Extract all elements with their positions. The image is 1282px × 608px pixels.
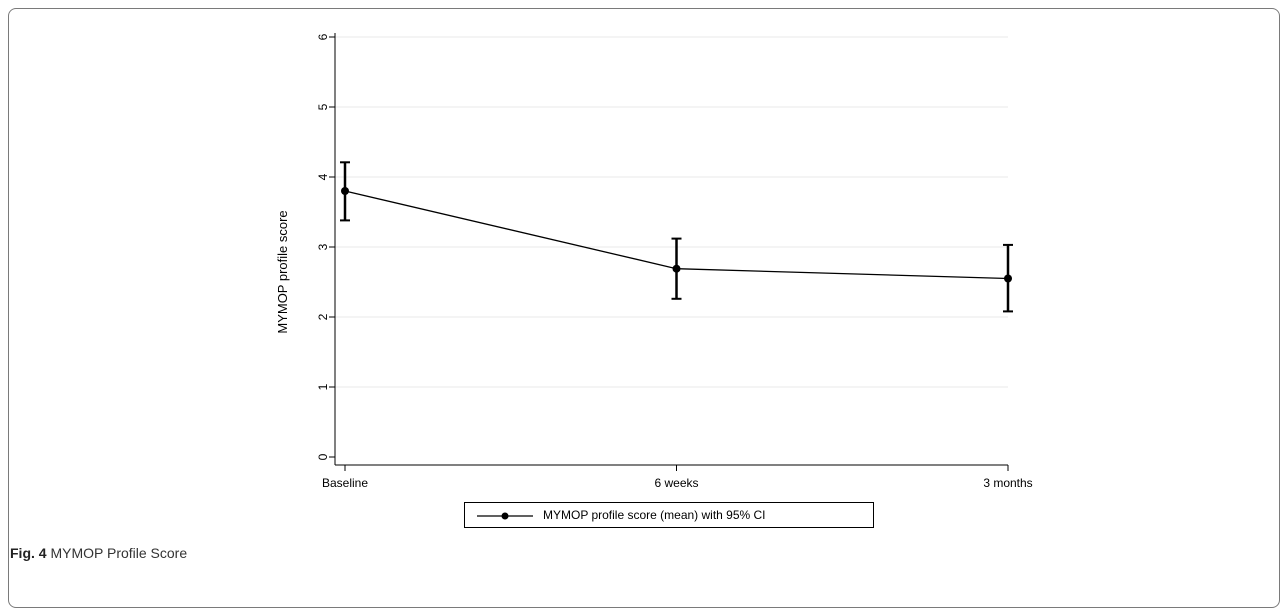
- figure-caption: Fig. 4 MYMOP Profile Score: [10, 545, 187, 561]
- legend-label: MYMOP profile score (mean) with 95% CI: [543, 508, 766, 522]
- data-point-1: [672, 264, 681, 273]
- y-tick-label-4: 4: [316, 173, 330, 180]
- figure-number: Fig. 4: [10, 545, 47, 561]
- figure-title: MYMOP Profile Score: [50, 545, 188, 561]
- legend: MYMOP profile score (mean) with 95% CI: [464, 502, 874, 528]
- legend-marker: [477, 512, 533, 520]
- y-tick-label-6: 6: [316, 33, 330, 40]
- y-tick-label-3: 3: [316, 243, 330, 250]
- y-axis-title: MYMOP profile score: [275, 210, 290, 333]
- data-point-2: [1004, 274, 1012, 283]
- x-tick-label-0: Baseline: [322, 476, 368, 490]
- x-tick-label-1: 6 weeks: [654, 476, 698, 490]
- grid-lines: [335, 36, 1008, 388]
- y-tick-label-2: 2: [316, 313, 330, 320]
- y-tick-label-0: 0: [316, 453, 330, 460]
- y-tick-label-1: 1: [316, 383, 330, 390]
- y-tick-label-5: 5: [316, 103, 330, 110]
- series: [340, 161, 1013, 313]
- line-chart: 0 1 2 3 4 5 6 Baseline 6 weeks 3 months MYMOP pro…: [275, 33, 1033, 490]
- ticks: 0 1 2 3 4 5 6 Baseline 6 weeks 3 months: [316, 33, 1033, 490]
- data-point-0: [341, 187, 349, 195]
- x-tick-label-2: 3 months: [983, 476, 1032, 490]
- axes: [334, 33, 1008, 466]
